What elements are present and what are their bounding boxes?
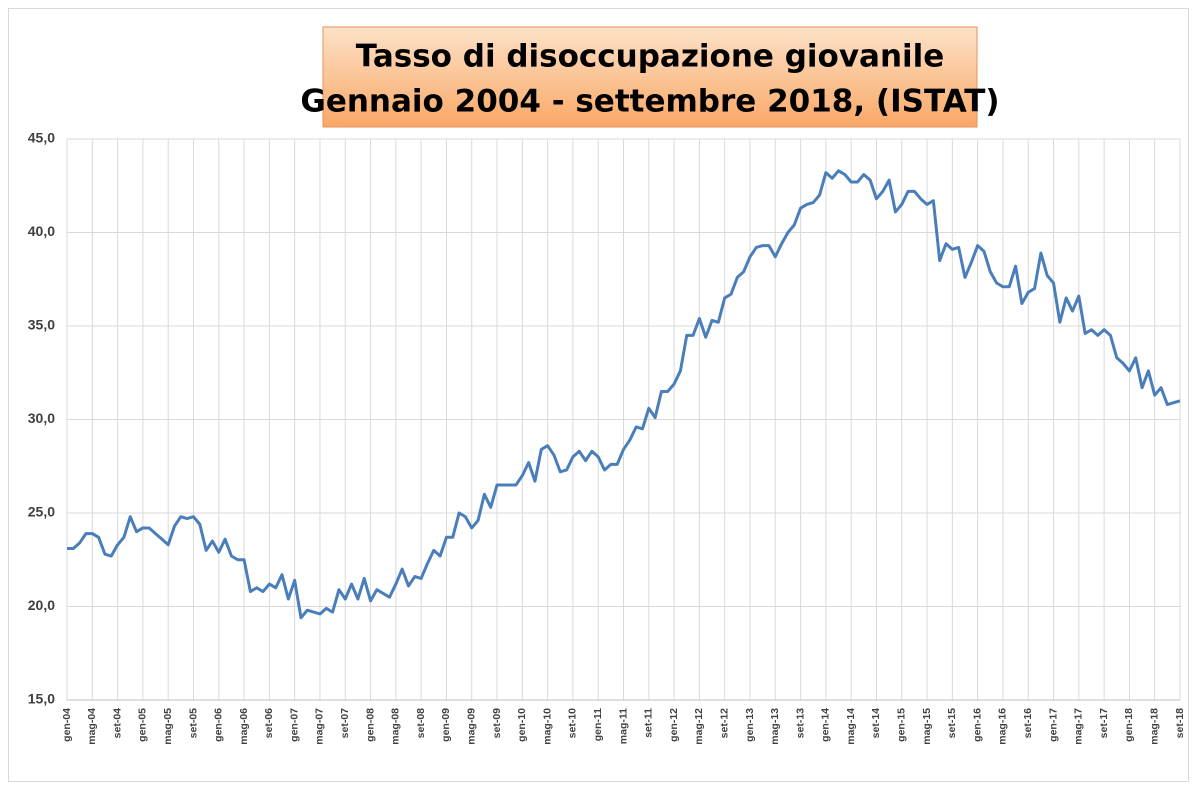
x-tick-label: gen-04 [61,708,73,742]
chart-subtitle: Gennaio 2004 - settembre 2018, (ISTAT) [300,84,999,120]
y-tick-label: 25,0 [28,504,55,520]
x-tick-label: mag-08 [390,708,402,745]
x-tick-label: set-11 [643,708,655,738]
x-tick-label: mag-10 [541,708,553,745]
y-tick-label: 35,0 [28,317,55,333]
x-tick-label: mag-14 [845,708,857,745]
x-tick-label: gen-09 [440,708,452,742]
x-tick-label: mag-12 [693,708,705,745]
y-tick-label: 15,0 [28,691,55,707]
x-tick-label: mag-09 [466,708,478,745]
x-tick-label: set-17 [1098,708,1110,739]
y-tick-label: 30,0 [28,410,55,426]
x-tick-label: set-10 [567,708,579,739]
x-tick-label: set-16 [1022,708,1034,739]
x-tick-label: gen-06 [213,708,225,742]
x-tick-label: mag-17 [1073,708,1085,745]
x-tick-label: set-09 [491,708,503,739]
x-tick-label: gen-12 [668,708,680,742]
y-tick-label: 20,0 [28,597,55,613]
x-tick-label: gen-05 [137,708,149,742]
x-tick-label: mag-05 [162,708,174,745]
x-tick-label: set-12 [718,708,730,739]
x-tick-label: set-14 [870,708,882,739]
x-tick-label: set-18 [1174,708,1186,739]
x-tick-label: gen-16 [971,708,983,742]
x-tick-label: mag-16 [997,708,1009,745]
y-tick-label: 40,0 [28,223,55,239]
chart-title: Tasso di disoccupazione giovanile [356,39,945,75]
x-tick-label: mag-04 [86,708,98,745]
x-tick-label: set-04 [111,708,123,739]
x-tick-label: gen-14 [820,708,832,742]
x-tick-label: mag-18 [1148,708,1160,745]
x-tick-label: mag-07 [314,708,326,745]
x-tick-label: mag-15 [921,708,933,745]
x-tick-label: gen-17 [1047,708,1059,742]
x-tick-label: set-08 [415,708,427,739]
x-tick-label: set-13 [794,708,806,739]
x-tick-label: mag-11 [617,708,629,744]
data-line [67,169,1181,620]
x-tick-label: mag-06 [238,708,250,745]
y-tick-label: 45,0 [28,130,55,146]
x-tick-label: gen-08 [364,708,376,742]
x-tick-label: set-06 [263,708,275,739]
x-tick-label: set-05 [187,708,199,739]
x-tick-label: gen-18 [1123,708,1135,742]
x-tick-label: gen-10 [516,708,528,742]
x-tick-label: set-15 [946,708,958,739]
x-tick-label: gen-07 [288,708,300,742]
x-tick-label: gen-13 [744,708,756,742]
x-tick-label: gen-11 [592,708,604,741]
title-box [322,26,978,128]
x-tick-label: mag-13 [769,708,781,745]
x-tick-label: set-07 [339,708,351,739]
x-tick-label: gen-15 [896,708,908,742]
